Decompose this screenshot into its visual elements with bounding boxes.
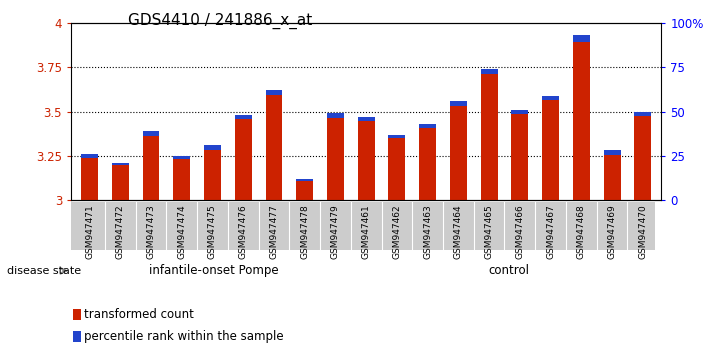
Bar [573, 35, 589, 200]
Text: GSM947463: GSM947463 [423, 204, 432, 259]
Bar [634, 112, 651, 116]
Bar [388, 135, 405, 138]
Bar [327, 113, 344, 118]
Bar [204, 145, 221, 150]
Bar [73, 331, 81, 342]
Text: GSM947473: GSM947473 [146, 204, 156, 259]
Bar [173, 156, 191, 159]
Bar [112, 163, 129, 200]
Bar [573, 35, 589, 42]
Bar [265, 90, 282, 95]
Text: GSM947461: GSM947461 [362, 204, 370, 259]
Bar [143, 131, 159, 136]
Bar [388, 135, 405, 200]
Bar [481, 69, 498, 200]
Bar [450, 101, 467, 106]
Text: GDS4410 / 241886_x_at: GDS4410 / 241886_x_at [128, 12, 312, 29]
Bar [604, 150, 621, 155]
Text: GSM947470: GSM947470 [638, 204, 647, 259]
Bar [419, 124, 436, 200]
Text: GSM947466: GSM947466 [515, 204, 524, 259]
Bar [81, 154, 98, 158]
Text: control: control [488, 264, 530, 277]
Text: GSM947472: GSM947472 [116, 204, 124, 259]
Text: GSM947464: GSM947464 [454, 204, 463, 259]
Bar [296, 179, 313, 181]
Bar [419, 124, 436, 128]
Text: GSM947475: GSM947475 [208, 204, 217, 259]
Bar [542, 96, 559, 200]
Bar [265, 90, 282, 200]
Bar [296, 179, 313, 200]
Bar [358, 117, 375, 121]
Bar [112, 163, 129, 166]
Text: transformed count: transformed count [85, 308, 194, 321]
Bar [604, 150, 621, 200]
Bar [235, 115, 252, 200]
Text: GSM947479: GSM947479 [331, 204, 340, 259]
Text: GSM947468: GSM947468 [577, 204, 586, 259]
Bar [81, 154, 98, 200]
Text: GSM947469: GSM947469 [608, 204, 616, 259]
Bar [481, 69, 498, 74]
Bar [235, 115, 252, 119]
Bar [204, 145, 221, 200]
Text: disease state: disease state [7, 266, 81, 276]
Text: GSM947462: GSM947462 [392, 204, 402, 259]
Text: GSM947467: GSM947467 [546, 204, 555, 259]
Bar [634, 112, 651, 200]
Bar [358, 117, 375, 200]
Text: percentile rank within the sample: percentile rank within the sample [85, 330, 284, 343]
Bar [511, 110, 528, 200]
Text: infantile-onset Pompe: infantile-onset Pompe [149, 264, 279, 277]
Bar [73, 309, 81, 320]
Bar [327, 113, 344, 200]
Text: GSM947478: GSM947478 [300, 204, 309, 259]
Text: GSM947471: GSM947471 [85, 204, 94, 259]
Text: GSM947465: GSM947465 [485, 204, 493, 259]
Bar [511, 110, 528, 114]
Bar [173, 156, 191, 200]
Bar [542, 96, 559, 100]
Text: GSM947476: GSM947476 [239, 204, 247, 259]
Text: GSM947474: GSM947474 [177, 204, 186, 259]
Bar [450, 101, 467, 200]
Bar [143, 131, 159, 200]
Text: GSM947477: GSM947477 [269, 204, 279, 259]
